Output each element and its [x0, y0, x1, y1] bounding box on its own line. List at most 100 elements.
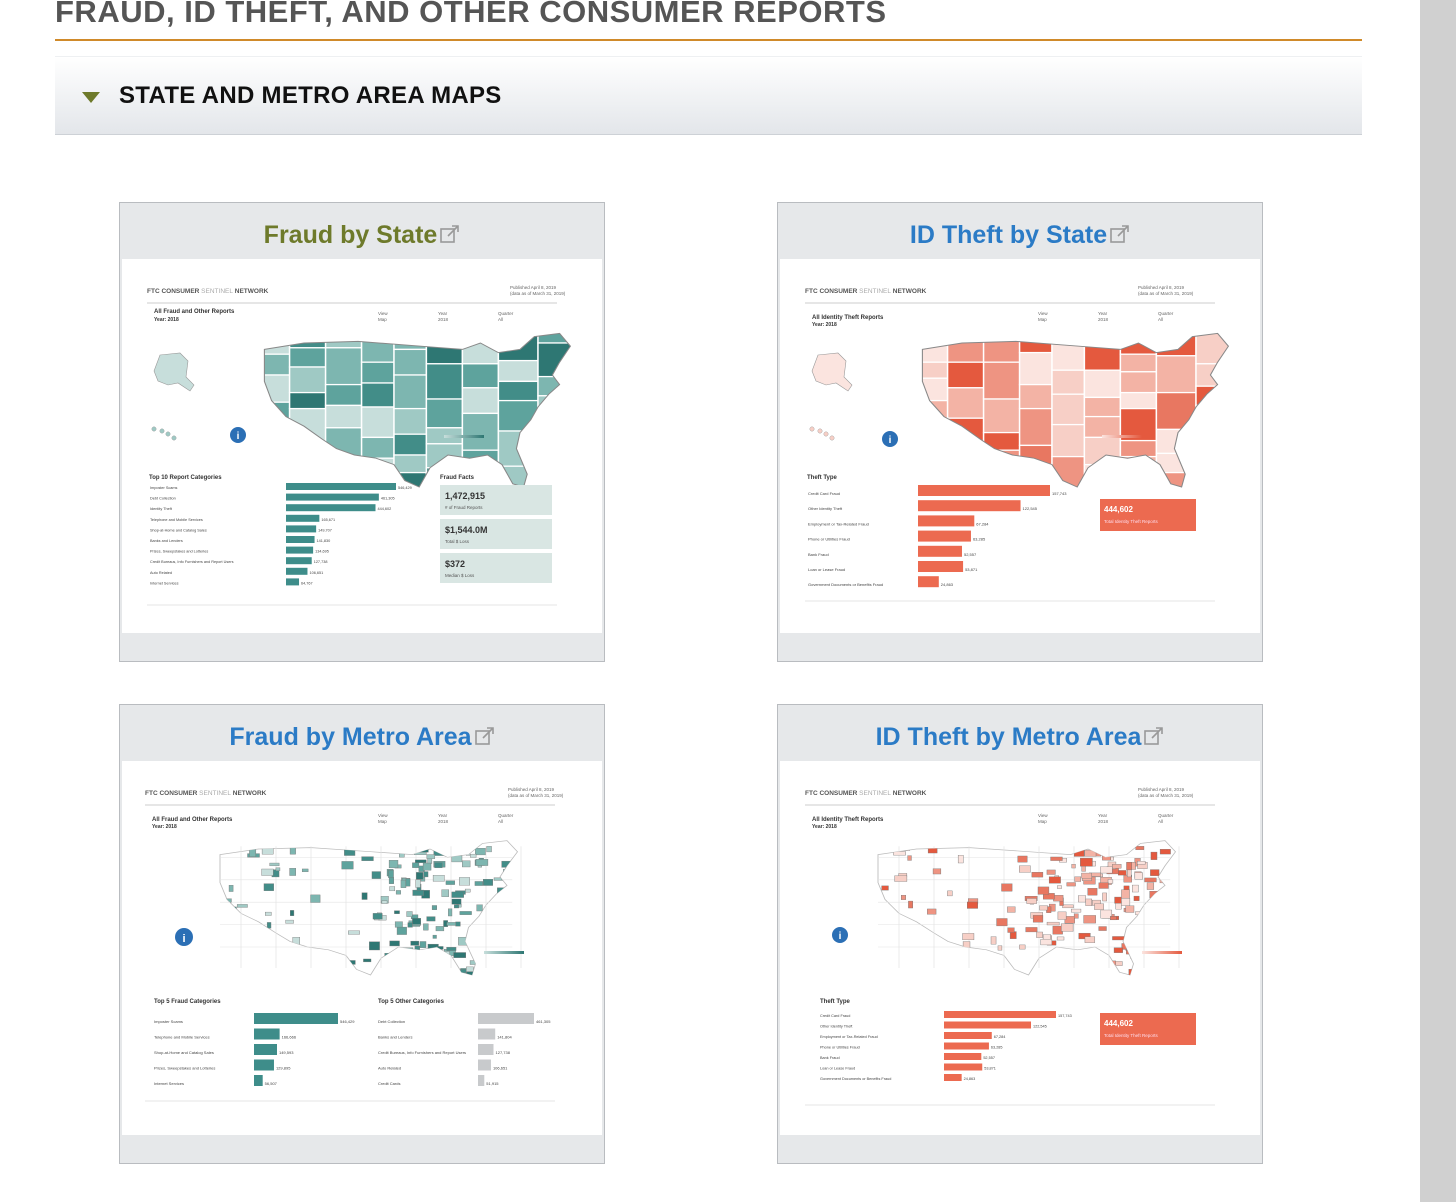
fact-boxes: 1,472,915 # of Fraud Reports $1,544.0M T…: [440, 485, 552, 583]
data-as-of: (data as of March 31, 2019): [510, 291, 566, 296]
bar-category-label: Other Identity Theft: [820, 1025, 853, 1029]
svg-text:i: i: [839, 931, 842, 942]
bar-category-label: Debt Collection: [150, 497, 176, 501]
bar-category-label: Prizes, Sweepstakes and Lotteries: [154, 1066, 215, 1071]
bar: [286, 557, 312, 565]
bar-chart: Imposter Scams 546,429 Debt Collection 461,…: [150, 483, 412, 586]
bar-value-label: 67,284: [976, 521, 989, 526]
quarter-label: Quarter: [1158, 813, 1174, 818]
bar-category-label: Identity Theft: [150, 507, 173, 511]
bar-value-label: 53,871: [965, 567, 978, 572]
fraud-by-metro-area-link[interactable]: Fraud by Metro Area: [229, 723, 494, 752]
scrollbar-track[interactable]: [1420, 0, 1456, 1202]
card-title-text: Fraud by State: [263, 221, 438, 249]
total-label: Total Identity Theft Reports: [1104, 1033, 1158, 1038]
bar-value-label: 63,285: [991, 1046, 1003, 1050]
fraud-by-state-link[interactable]: Fraud by State: [264, 221, 461, 250]
bar-value-label: 122,545: [1023, 506, 1038, 511]
total-box: [1100, 1013, 1196, 1045]
view-label: View: [378, 311, 388, 316]
bar-chart: Imposter Scams 546,429 Telephone and Mobil…: [154, 1013, 355, 1086]
accordion-header[interactable]: STATE AND METRO AREA MAPS: [55, 56, 1362, 135]
view-label: View: [1038, 311, 1048, 316]
bar-chart: Credit Card Fraud 157,743 Other Identity T…: [808, 485, 1067, 588]
alaska-inset: [811, 352, 853, 392]
total-label: Total Identity Theft Reports: [1104, 519, 1158, 524]
card-title-text: ID Theft by Metro Area: [875, 723, 1142, 751]
bar-category-label: Internet Services: [154, 1081, 184, 1086]
bar-value-label: 106,651: [493, 1066, 508, 1071]
info-icon[interactable]: [230, 427, 246, 443]
card-fraud-by-state: Fraud by State FTC CONSUMER SENTINEL NET…: [119, 202, 605, 662]
bar-category-label: Auto Related: [150, 571, 172, 575]
published-date: Published April 8, 2019: [1138, 787, 1185, 792]
bar-value-label: 157,743: [1052, 491, 1067, 496]
year-col: Year: [1098, 813, 1108, 818]
info-icon[interactable]: [832, 927, 848, 943]
bar-value-label: 141,830: [317, 539, 331, 543]
view-value: Map: [1038, 317, 1047, 322]
bar-category-label: Banks and Lenders: [378, 1035, 412, 1040]
bar-value-label: 461,305: [381, 497, 395, 501]
bar: [944, 1021, 1032, 1029]
us-metro: [219, 840, 522, 976]
bar: [944, 1042, 989, 1050]
id-theft-by-metro-area-thumbnail[interactable]: FTC CONSUMER SENTINEL NETWORK Published …: [780, 761, 1260, 1135]
bar-value-label: 127,738: [314, 560, 328, 564]
bar-category-label: Credit Card Fraud: [820, 1014, 850, 1018]
card-header: ID Theft by Metro Area: [778, 705, 1262, 761]
triangle-down-icon: [82, 92, 100, 103]
external-link-icon: [1110, 225, 1129, 244]
bar-category-label: Telephone and Mobile Services: [154, 1035, 210, 1040]
bar-category-label: Credit Cards: [378, 1081, 400, 1086]
view-label: View: [378, 813, 388, 818]
bar-value-label: 64,767: [301, 581, 313, 585]
bar: [478, 1013, 534, 1024]
data-as-of: (data as of March 31, 2019): [1138, 793, 1194, 798]
bar-category-label: Debt Collection: [378, 1019, 405, 1024]
bar: [944, 1011, 1056, 1018]
report-title: All Identity Theft Reports: [812, 315, 884, 321]
bar-category-label: Bank Fraud: [808, 552, 829, 557]
id-theft-by-state-thumbnail[interactable]: FTC CONSUMER SENTINEL NETWORK Published …: [780, 259, 1260, 633]
bar-value-label: 106,651: [309, 571, 323, 575]
bar-value-label: 63,285: [973, 537, 986, 542]
info-icon[interactable]: [882, 431, 898, 447]
report-thumbnail: FTC CONSUMER SENTINEL NETWORK Published …: [805, 787, 1215, 1106]
bar: [478, 1028, 496, 1040]
report-title: All Identity Theft Reports: [812, 817, 884, 823]
id-theft-by-state-link[interactable]: ID Theft by State: [910, 221, 1130, 250]
fraud-by-metro-area-thumbnail[interactable]: FTC CONSUMER SENTINEL NETWORK Published …: [122, 761, 602, 1135]
svg-text:i: i: [182, 933, 185, 945]
brand-text: FTC CONSUMER SENTINEL NETWORK: [805, 790, 927, 797]
bar-value-label: 546,429: [340, 1019, 355, 1024]
fraud-by-state-thumbnail[interactable]: FTC CONSUMER SENTINEL NETWORK Published …: [122, 259, 602, 633]
quarter-value: All: [1158, 317, 1163, 322]
view-value: Map: [378, 317, 387, 322]
bar-category-label: Shop-at-Home and Catalog Sales: [154, 1050, 214, 1055]
bar-category-label: Prizes, Sweepstakes and Lotteries: [150, 550, 208, 554]
card-header: Fraud by Metro Area: [120, 705, 604, 761]
section-title-2: Top 5 Other Categories: [378, 999, 445, 1005]
bar: [254, 1028, 280, 1040]
fact-value: $1,544.0M: [445, 525, 488, 535]
bar: [478, 1059, 491, 1071]
bar: [478, 1075, 485, 1086]
bar-value-label: 56,507: [265, 1081, 278, 1086]
bar-chart-2: Debt Collection 461,305 Banks and Lenders 1…: [378, 1013, 551, 1086]
card-fraud-by-metro-area: Fraud by Metro Area FTC CONSUMER SENTINE…: [119, 704, 605, 1164]
bar-category-label: Banks and Lenders: [150, 539, 183, 543]
bar-category-label: Credit Bureaus, Info Furnishers and Repo…: [150, 560, 234, 564]
bar: [918, 500, 1021, 512]
total-value: 444,602: [1104, 505, 1133, 514]
bar: [254, 1075, 263, 1086]
bar-category-label: Employment or Tax-Related Fraud: [808, 521, 869, 526]
bar-value-label: 461,305: [536, 1019, 551, 1024]
bar: [286, 525, 317, 533]
bar: [918, 576, 939, 588]
info-icon[interactable]: [175, 928, 193, 946]
bar-value-label: 149,593: [279, 1050, 294, 1055]
bar-value-label: 149,707: [318, 528, 332, 532]
id-theft-by-metro-area-link[interactable]: ID Theft by Metro Area: [876, 723, 1165, 752]
quarter-value: All: [498, 317, 503, 322]
